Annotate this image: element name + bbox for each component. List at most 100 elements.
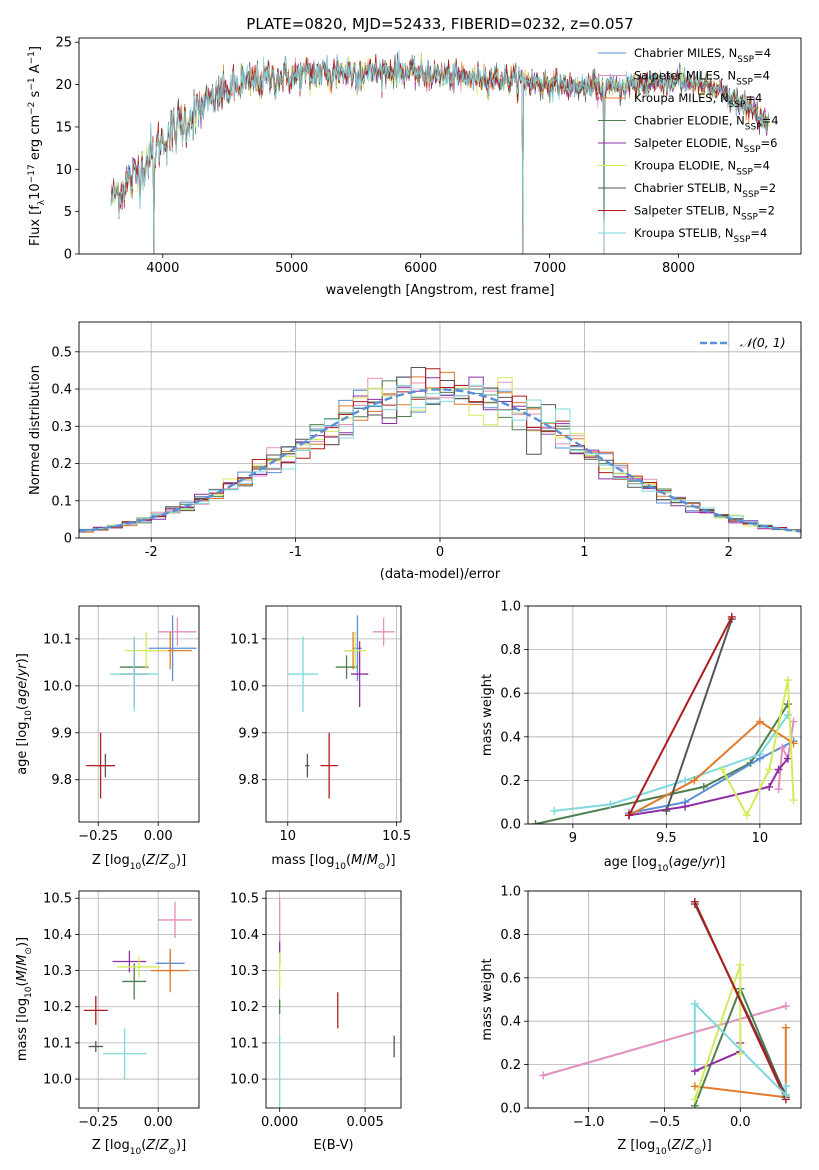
weight-marker <box>539 1071 548 1080</box>
y-axis-label: Flux [fλ10−17 erg cm−2 s−1 A−1] <box>27 46 47 246</box>
grid <box>79 606 199 822</box>
x-axis-label: wavelength [Angstrom, rest frame] <box>326 283 555 298</box>
y-tick-label: 0.0 <box>500 818 521 833</box>
grid <box>266 891 401 1108</box>
mass-vs-Z-axes: −0.25 0.00 10.0 10.1 10.2 10.3 10.4 10.5 Z [log1… <box>15 890 200 1157</box>
grid <box>79 891 199 1108</box>
y-axis-label: mass [log10(M/M⊙)] <box>15 937 34 1061</box>
weight-line <box>628 616 733 816</box>
x-tick-label: 0.005 <box>347 1115 384 1130</box>
age-vs-mass-axes: 10 10.5 9.8 9.9 10.0 10.1 mass [log10(M/M⊙)] <box>230 605 411 872</box>
weight-marker <box>774 785 783 794</box>
weight-marker <box>765 782 774 791</box>
x-axis-label: Z [log10(Z/Z⊙)] <box>92 853 186 872</box>
errorbars <box>287 615 395 799</box>
y-tick-label: 0.2 <box>500 774 521 789</box>
legend-entry: Kroupa STELIB, NSSP=4 <box>634 226 767 245</box>
weight-marker <box>736 960 745 969</box>
y-tick-label: 10.2 <box>43 1000 72 1015</box>
spectrum-axes: 4000 5000 6000 7000 8000 0 5 10 15 20 25 wavelength… <box>27 36 802 298</box>
y-axis-label: mass weight <box>480 958 495 1040</box>
legend-entry: Kroupa ELODIE, NSSP=4 <box>634 159 770 178</box>
errorbars <box>86 615 197 799</box>
weight-marker <box>690 999 699 1008</box>
weight-marker <box>742 811 751 820</box>
weight-marker <box>781 1082 790 1091</box>
x-tick-label: 0.000 <box>261 1115 298 1130</box>
y-tick-label: 10.3 <box>230 964 259 979</box>
y-tick-label: 0.6 <box>500 971 521 986</box>
x-tick-label: −1.0 <box>573 1115 605 1130</box>
weight-marker <box>778 743 787 752</box>
x-tick-label: 0.00 <box>144 829 173 844</box>
legend-entry: Kroupa MILES, NSSP=4 <box>634 91 762 110</box>
x-tick-label: 9.5 <box>656 831 677 846</box>
y-tick-label: 1.0 <box>500 600 521 615</box>
x-tick-label: 9 <box>569 831 577 846</box>
weight-marker <box>690 776 699 785</box>
histogram-axes: -2 -1 0 1 2 0 0.1 0.2 0.3 0.4 0.5 (data-model)/erro… <box>28 321 802 582</box>
y-tick-label: 9.8 <box>238 773 259 788</box>
y-tick-label: 0.8 <box>500 928 521 943</box>
y-tick-label: 9.9 <box>51 726 72 741</box>
weight-line <box>542 1005 787 1077</box>
axes-frame <box>265 605 402 823</box>
x-axis-label: E(B-V) <box>313 1138 353 1153</box>
y-tick-label: 10.0 <box>230 679 259 694</box>
legend-entry: 𝒩(0, 1) <box>740 335 786 350</box>
y-tick-label: 1.0 <box>500 885 521 900</box>
x-tick-label: 10.5 <box>382 829 411 844</box>
figure-title: PLATE=0820, MJD=52433, FIBERID=0232, z=0… <box>246 15 633 33</box>
spectrum-lines <box>110 49 770 254</box>
weight-marker <box>783 711 792 719</box>
grid <box>266 606 401 822</box>
axes-frame <box>527 890 802 1109</box>
y-tick-label: 20 <box>55 78 72 93</box>
weight-marker <box>690 1095 699 1104</box>
y-tick-label: 0.2 <box>51 457 72 472</box>
y-tick-label: 10.1 <box>230 1036 259 1051</box>
grid <box>528 605 801 825</box>
x-tick-label: −0.5 <box>649 1115 681 1130</box>
histogram-series <box>79 367 801 538</box>
weight-marker <box>783 676 792 685</box>
y-tick-label: 10.4 <box>230 928 259 943</box>
y-tick-label: 10 <box>55 163 72 178</box>
x-tick-label: -2 <box>145 545 158 560</box>
x-axis-label: Z [log10(Z/Z⊙)] <box>617 1138 711 1157</box>
y-tick-label: 10.5 <box>43 892 72 907</box>
y-tick-label: 0.1 <box>51 494 72 509</box>
y-tick-label: 10.2 <box>230 1000 259 1015</box>
y-tick-label: 0.6 <box>500 687 521 702</box>
legend-entry: Salpeter MILES, NSSP=4 <box>634 69 770 88</box>
x-tick-label: 0 <box>436 545 444 560</box>
y-tick-label: 10.4 <box>43 928 72 943</box>
x-axis-label: mass [log10(M/M⊙)] <box>271 853 395 872</box>
x-axis-label: Z [log10(Z/Z⊙)] <box>92 1138 186 1157</box>
y-tick-label: 10.1 <box>43 1036 72 1051</box>
weight-marker <box>662 806 671 815</box>
x-tick-label: -1 <box>289 545 302 560</box>
weight-vs-age-axes: 9 9.5 10 0.0 0.2 0.4 0.6 0.8 1.0 mass weight age [… <box>480 600 802 874</box>
grid <box>528 890 801 1109</box>
weight-marker <box>531 820 540 824</box>
weight-marker <box>789 796 798 805</box>
x-tick-label: 7000 <box>533 261 566 276</box>
errorbars <box>83 901 192 1080</box>
weight-marker <box>755 754 764 763</box>
normal-curve <box>79 388 801 533</box>
y-tick-label: 10.1 <box>43 632 72 647</box>
weight-marker <box>690 897 699 906</box>
axes-frame <box>78 605 200 823</box>
weight-series <box>539 897 790 1108</box>
y-tick-label: 10.0 <box>43 679 72 694</box>
y-tick-label: 0.3 <box>51 420 72 435</box>
weight-marker <box>690 1082 699 1091</box>
weight-marker <box>781 1023 790 1032</box>
x-axis-label: (data-model)/error <box>380 567 501 582</box>
y-tick-label: 10.0 <box>43 1073 72 1088</box>
weight-line <box>665 618 733 812</box>
y-tick-label: 0 <box>64 248 72 263</box>
y-tick-label: 25 <box>55 36 72 51</box>
weight-marker <box>727 612 736 621</box>
